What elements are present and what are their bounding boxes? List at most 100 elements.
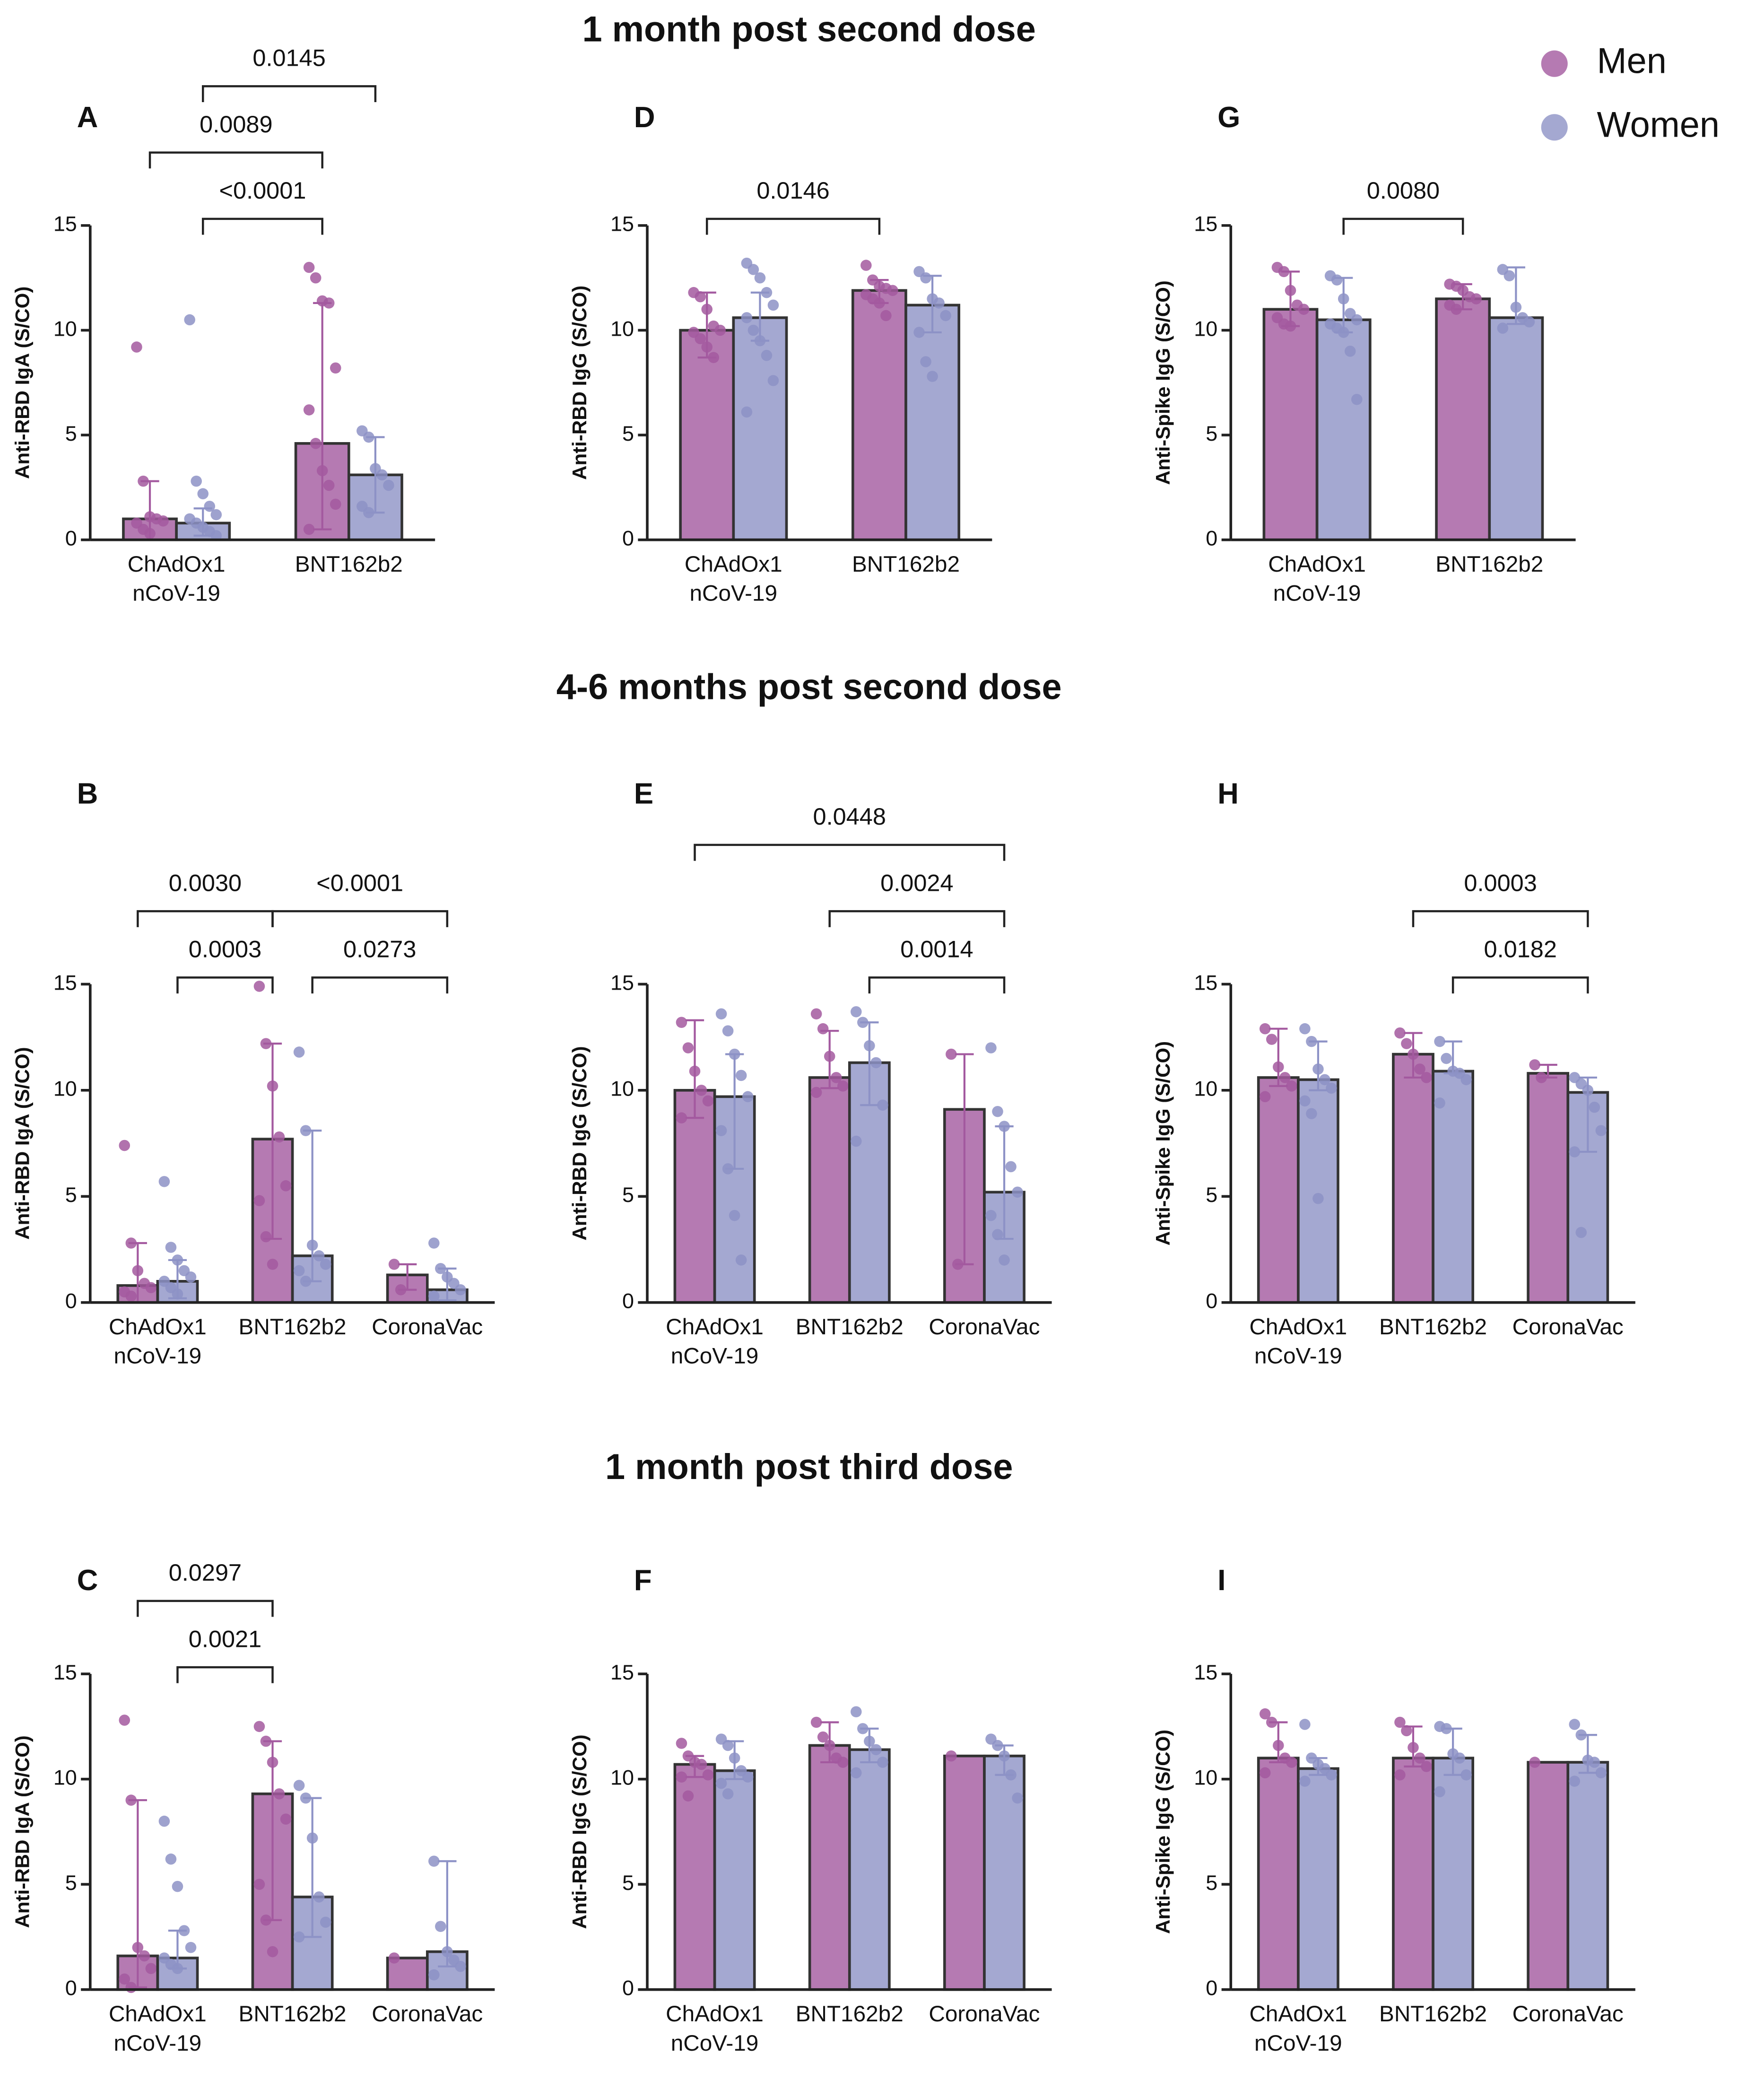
panel-label: H — [1217, 777, 1239, 810]
error-bar — [860, 1727, 879, 1764]
data-point — [741, 312, 753, 323]
bar — [1527, 1072, 1570, 1304]
error-bar — [128, 1799, 147, 1989]
x-tick-label: BNT162b2 — [1379, 2001, 1487, 2027]
x-tick-label-box: CoronaVac — [372, 1314, 483, 1340]
data-point — [388, 1259, 400, 1270]
data-point — [157, 515, 169, 527]
bar — [1435, 297, 1491, 541]
error-bar — [923, 275, 942, 334]
y-tick-label: 5 — [1206, 1871, 1217, 1895]
y-tick-label: 5 — [65, 1183, 77, 1207]
data-point — [877, 1099, 888, 1111]
data-point — [330, 498, 341, 510]
y-tick-label: 15 — [53, 212, 77, 236]
data-point — [119, 1140, 130, 1151]
data-point — [313, 1250, 325, 1262]
data-point — [887, 285, 898, 296]
panel-label: C — [77, 1564, 98, 1597]
bar — [1488, 316, 1544, 541]
data-point — [1460, 1769, 1472, 1781]
data-point — [682, 1042, 694, 1053]
y-tick-label: 15 — [610, 1660, 634, 1684]
data-point — [927, 371, 938, 382]
p-value-label: 0.0014 — [900, 936, 973, 963]
panel-label: F — [634, 1564, 652, 1597]
error-bar — [1404, 1032, 1423, 1079]
data-point — [747, 264, 759, 275]
data-point — [695, 333, 706, 345]
p-value-label: 0.0182 — [1484, 936, 1557, 963]
bar — [673, 1763, 716, 1991]
bar — [1297, 1767, 1339, 1991]
bar — [1566, 1761, 1609, 1991]
data-point — [940, 310, 951, 322]
error-bar — [1453, 283, 1472, 311]
x-tick-label: ChAdOx1 nCoV-19 — [1249, 2001, 1347, 2056]
error-bar — [955, 1053, 974, 1266]
y-tick-label: 0 — [622, 1976, 634, 2000]
significance-bracket — [1451, 976, 1589, 994]
data-point — [267, 1259, 278, 1270]
data-point — [1259, 1708, 1271, 1720]
x-tick-label: BNT162b2 — [852, 551, 960, 577]
x-tick-label-box: BNT162b2 — [796, 2001, 904, 2027]
x-tick-label-box: BNT162b2 — [295, 551, 403, 577]
data-point — [1306, 1108, 1317, 1120]
data-point — [145, 1963, 157, 1975]
data-point — [313, 1891, 325, 1903]
data-point — [1259, 1091, 1271, 1103]
data-point — [695, 1085, 707, 1096]
x-tick-label: BNT162b2 — [295, 551, 403, 577]
x-tick-label: BNT162b2 — [238, 2001, 347, 2027]
data-point — [676, 1112, 687, 1123]
x-tick-label-box: ChAdOx1 nCoV-19 — [109, 2001, 207, 2056]
y-tick-label: 0 — [1206, 526, 1217, 550]
y-tick-label: 5 — [622, 1871, 634, 1895]
error-bar — [366, 436, 385, 514]
error-bar — [1281, 270, 1300, 327]
p-value-label: 0.0030 — [169, 869, 242, 896]
data-point — [860, 260, 872, 271]
bar — [732, 316, 788, 541]
data-point — [810, 1716, 822, 1728]
data-point — [1434, 1035, 1445, 1047]
error-bar — [398, 1263, 417, 1291]
data-point — [1454, 1752, 1465, 1764]
data-point — [992, 1105, 1003, 1117]
bar — [1257, 1757, 1300, 1991]
data-point — [184, 314, 195, 326]
legend-marker — [1541, 114, 1568, 141]
x-tick-label: CoronaVac — [1512, 1314, 1624, 1340]
error-bar — [995, 1125, 1014, 1240]
data-point — [920, 356, 931, 367]
error-bar — [1309, 1757, 1328, 1776]
y-tick-label: 5 — [1206, 421, 1217, 445]
x-tick-label: ChAdOx1 nCoV-19 — [666, 2001, 764, 2056]
x-tick-label-box: ChAdOx1 nCoV-19 — [1249, 2001, 1347, 2056]
data-point — [1299, 1775, 1311, 1787]
legend-marker — [1541, 50, 1568, 77]
p-value-label: 0.0089 — [200, 111, 272, 138]
data-point — [729, 1209, 740, 1221]
data-point — [742, 1091, 754, 1103]
y-axis-label: Anti-RBD IgA (S/CO) — [11, 287, 34, 479]
data-point — [1344, 346, 1356, 357]
data-point — [1569, 1719, 1581, 1730]
x-tick-label: CoronaVac — [929, 1314, 1040, 1340]
error-bar — [870, 279, 889, 304]
data-point — [273, 1131, 285, 1143]
error-bar — [1578, 1734, 1597, 1774]
data-point — [735, 1070, 747, 1081]
p-value-label: 0.0448 — [813, 803, 886, 830]
data-point — [293, 1931, 305, 1943]
data-point — [165, 1853, 177, 1865]
p-value-label: 0.0080 — [1367, 177, 1440, 204]
data-point — [383, 479, 394, 491]
data-point — [676, 1771, 687, 1783]
data-point — [1005, 1161, 1017, 1173]
data-point — [310, 272, 322, 284]
section-title: 1 month post third dose — [605, 1447, 1013, 1487]
x-tick-label: ChAdOx1 nCoV-19 — [684, 551, 782, 606]
y-tick-label: 15 — [1194, 970, 1217, 994]
